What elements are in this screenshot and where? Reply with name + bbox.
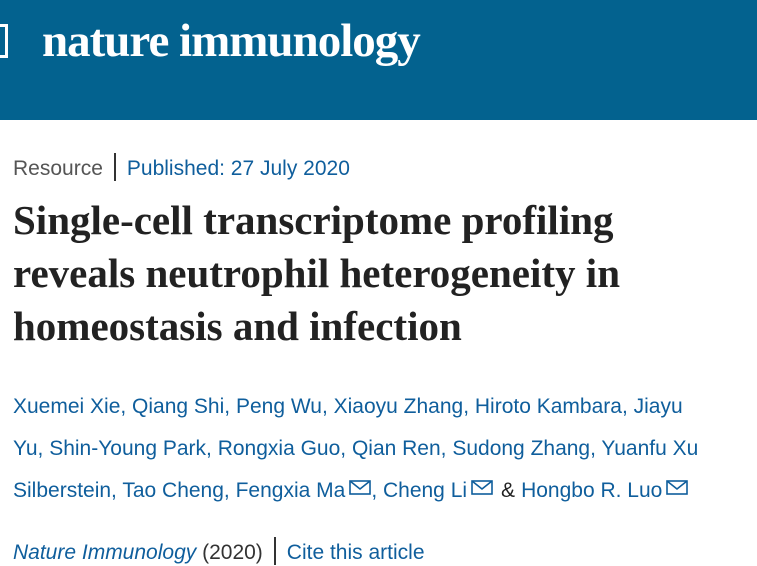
year: (2020) bbox=[202, 541, 263, 564]
email-icon[interactable] bbox=[471, 480, 493, 495]
logo[interactable]: nature immunology bbox=[42, 15, 421, 67]
divider bbox=[273, 537, 276, 565]
author[interactable]: Silberstein, Tao Cheng, Fengxia Ma bbox=[13, 479, 346, 502]
author-list: Xuemei Xie, Qiang Shi, Peng Wu, Xiaoyu Z… bbox=[13, 386, 757, 512]
article-meta: Resource Published: 27 July 2020 bbox=[13, 153, 350, 181]
author[interactable]: , Cheng Li bbox=[371, 479, 468, 502]
citation: Nature Immunology (2020) Cite this articl… bbox=[13, 537, 425, 565]
email-icon[interactable] bbox=[349, 480, 372, 495]
article-title: Single-cell transcriptome profiling reve… bbox=[13, 194, 757, 353]
author-line[interactable]: Xuemei Xie, Qiang Shi, Peng Wu, Xiaoyu Z… bbox=[13, 395, 683, 418]
author-line[interactable]: Yu, Shin-Young Park, Rongxia Guo, Qian R… bbox=[13, 437, 699, 460]
header: nature immunology bbox=[0, 0, 757, 120]
author[interactable]: Hongbo R. Luo bbox=[521, 479, 663, 502]
email-icon[interactable] bbox=[666, 480, 689, 495]
article-type: Resource bbox=[13, 157, 103, 180]
cite-link[interactable]: Cite this article bbox=[286, 541, 425, 564]
title-line: reveals neutrophil heterogeneity in bbox=[13, 250, 620, 296]
ampersand: & bbox=[501, 479, 516, 502]
journal-name[interactable]: Nature Immunology bbox=[13, 541, 197, 564]
title-line: homeostasis and infection bbox=[13, 303, 462, 349]
title-line: Single-cell transcriptome profiling bbox=[13, 197, 614, 243]
menu-icon[interactable] bbox=[0, 24, 8, 58]
divider bbox=[113, 153, 116, 181]
author-line: Silberstein, Tao Cheng, Fengxia Ma , Chen… bbox=[13, 470, 757, 512]
published-date[interactable]: Published: 27 July 2020 bbox=[126, 157, 350, 180]
